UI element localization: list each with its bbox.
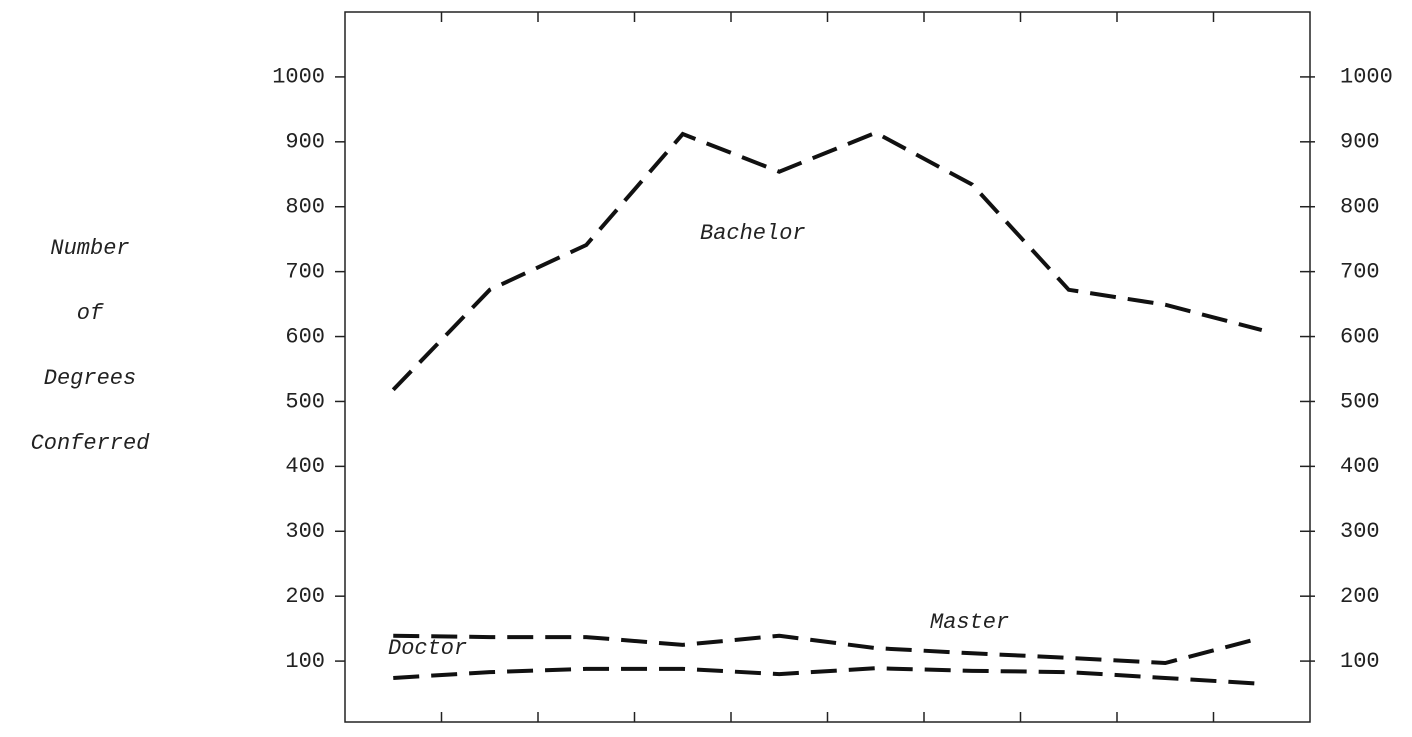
y2-tick-label: 1000	[1340, 65, 1393, 90]
y-axis-label: Degrees	[44, 366, 136, 391]
y-tick-label: 1000	[272, 65, 325, 90]
y2-tick-label: 400	[1340, 454, 1380, 479]
series-label: Doctor	[388, 636, 467, 661]
y-axis-label: of	[77, 301, 104, 326]
series-label: Bachelor	[700, 221, 806, 246]
y2-tick-label: 500	[1340, 389, 1380, 414]
y-tick-label: 400	[285, 454, 325, 479]
y2-tick-label: 200	[1340, 584, 1380, 609]
y2-tick-label: 900	[1340, 130, 1380, 155]
series-line	[393, 666, 1262, 686]
series-label: Master	[930, 610, 1009, 635]
y2-tick-label: 600	[1340, 324, 1380, 349]
series-line	[391, 130, 1263, 392]
y2-tick-label: 800	[1340, 195, 1380, 220]
y-tick-label: 700	[285, 259, 325, 284]
y-tick-label: 300	[285, 519, 325, 544]
y2-tick-label: 300	[1340, 519, 1380, 544]
y-axis-label: Number	[50, 236, 129, 261]
plot-frame	[344, 11, 1311, 723]
y-tick-label: 100	[285, 649, 325, 674]
y2-tick-label: 100	[1340, 649, 1380, 674]
y-tick-label: 500	[285, 389, 325, 414]
y-tick-label: 800	[285, 195, 325, 220]
y-tick-label: 900	[285, 130, 325, 155]
series-line	[393, 633, 1263, 666]
y-tick-label: 200	[285, 584, 325, 609]
y-tick-label: 600	[285, 324, 325, 349]
y-axis-label: Conferred	[31, 431, 151, 456]
y2-tick-label: 700	[1340, 259, 1380, 284]
